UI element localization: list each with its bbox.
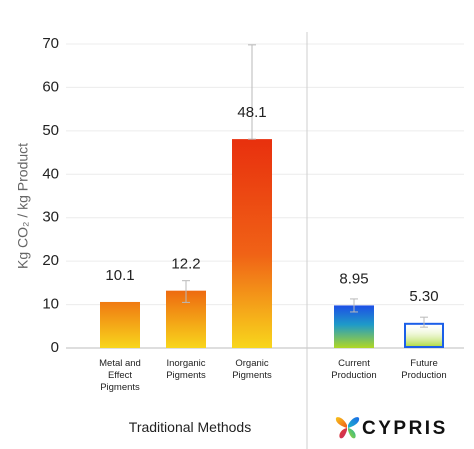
data-label: 48.1 (237, 104, 266, 121)
category-label-line: Organic (235, 358, 269, 369)
category-label: Current Production (331, 358, 376, 381)
data-label: 5.30 (409, 288, 438, 305)
butterfly-icon (335, 417, 360, 439)
y-tick-label: 10 (42, 296, 59, 313)
group-label-traditional: Traditional Methods (129, 419, 251, 435)
bar (334, 305, 374, 348)
y-tick-label: 60 (42, 78, 59, 95)
category-label-line: Pigments (100, 382, 140, 393)
logo-text: CYPRIS (362, 418, 448, 439)
category-label: Organic Pigments (232, 358, 272, 381)
data-label: 12.2 (171, 256, 200, 273)
bar (232, 139, 272, 348)
category-label: Metal and Effect Pigments (99, 358, 141, 393)
category-label-line: Metal and (99, 358, 141, 369)
category-label-line: Effect (108, 370, 132, 381)
category-label: Future Production (401, 358, 446, 381)
category-label: Inorganic Pigments (166, 358, 206, 381)
bar (100, 301, 140, 348)
error-bars (182, 44, 428, 328)
category-label-line: Future (410, 358, 437, 369)
category-label-line: Production (331, 370, 376, 381)
y-axis-ticks: 0 10 20 30 40 50 60 70 (42, 35, 59, 356)
y-tick-label: 0 (51, 339, 59, 356)
data-label: 10.1 (105, 267, 134, 284)
y-tick-label: 70 (42, 35, 59, 52)
y-tick-label: 40 (42, 165, 59, 182)
y-axis-label: Kg CO₂ / kg Product (15, 143, 31, 269)
y-tick-label: 50 (42, 122, 59, 139)
cypris-logo: CYPRIS (335, 417, 448, 439)
y-tick-label: 30 (42, 209, 59, 226)
data-label: 8.95 (339, 270, 368, 287)
category-label-line: Inorganic (166, 358, 205, 369)
category-label-line: Pigments (166, 370, 206, 381)
category-label-line: Production (401, 370, 446, 381)
category-label-line: Current (338, 358, 370, 369)
bars (100, 139, 444, 349)
y-tick-label: 20 (42, 252, 59, 269)
category-label-line: Pigments (232, 370, 272, 381)
data-labels: 10.1 12.2 48.1 8.95 5.30 (105, 104, 438, 305)
